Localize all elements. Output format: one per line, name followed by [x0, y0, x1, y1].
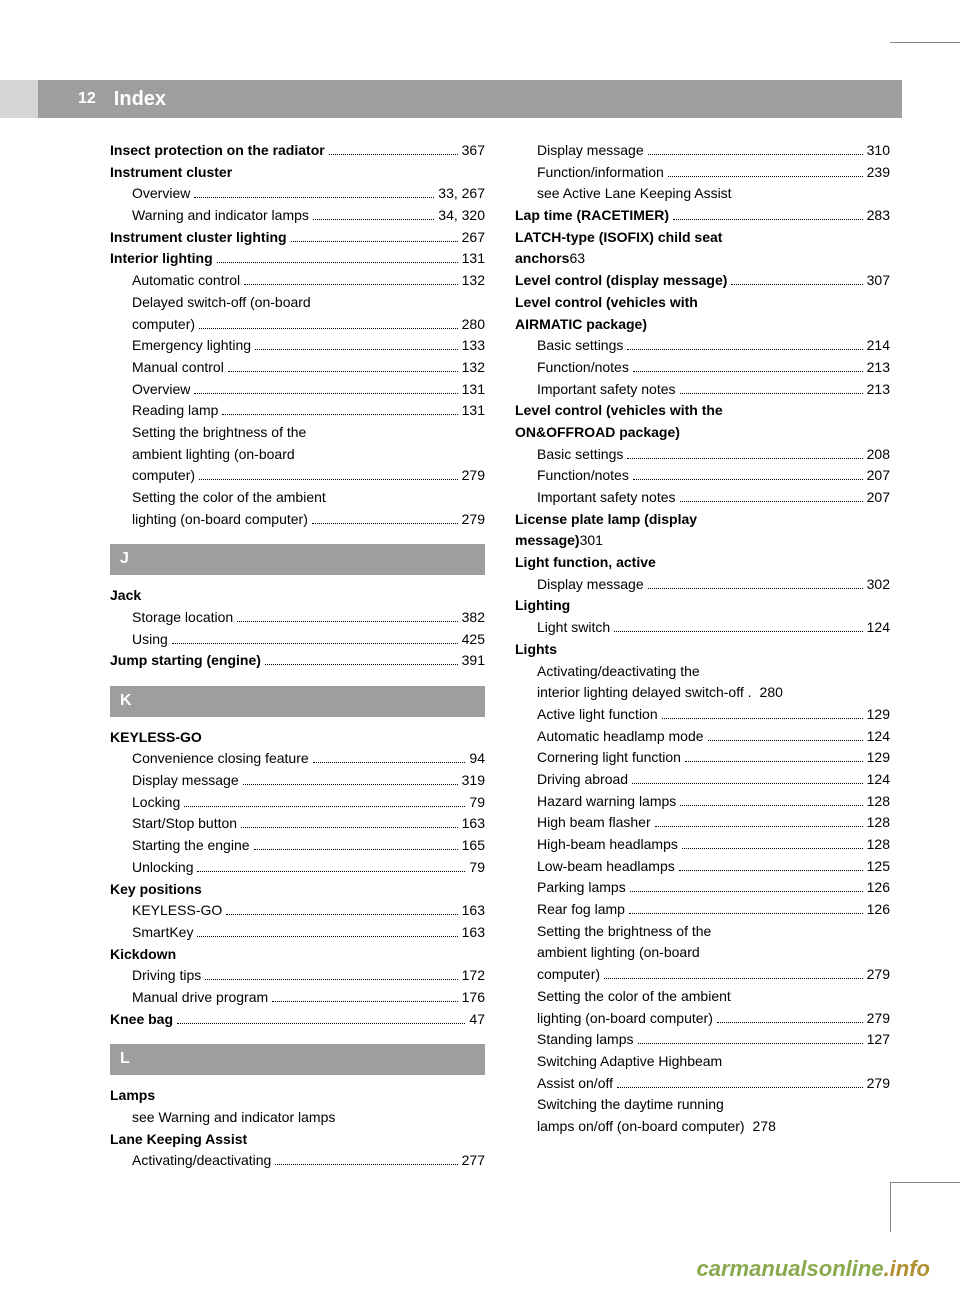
- index-entry: Lap time (RACETIMER)283: [515, 205, 890, 227]
- index-entry: Automatic control132: [110, 270, 485, 292]
- index-entry: Level control (display message)307: [515, 270, 890, 292]
- index-entry: Basic settings208: [515, 444, 890, 466]
- index-entry-multiline: License plate lamp (displaymessage)301: [515, 509, 890, 552]
- watermark: carmanualsonline.info: [696, 1256, 930, 1282]
- index-heading: KEYLESS-GO: [110, 727, 485, 749]
- index-entry: Light switch124: [515, 617, 890, 639]
- index-heading: Instrument cluster: [110, 162, 485, 184]
- index-heading: Level control (vehicles with the: [515, 400, 890, 422]
- index-heading: Lane Keeping Assist: [110, 1129, 485, 1151]
- index-entry: Automatic headlamp mode124: [515, 726, 890, 748]
- watermark-part1: carmanualsonline: [696, 1256, 883, 1281]
- index-heading: AIRMATIC package): [515, 314, 890, 336]
- index-entry-multiline: Switching the daytime runninglamps on/of…: [515, 1094, 890, 1137]
- index-entry: High-beam headlamps128: [515, 834, 890, 856]
- index-entry-multiline: Switching Adaptive HighbeamAssist on/off…: [515, 1051, 890, 1094]
- index-entry-multiline: Setting the brightness of theambient lig…: [110, 422, 485, 487]
- page-number: 12: [78, 90, 96, 108]
- index-entry: Hazard warning lamps128: [515, 791, 890, 813]
- index-entry: Manual drive program176: [110, 987, 485, 1009]
- index-entry-multiline: Setting the brightness of theambient lig…: [515, 921, 890, 986]
- index-entry: Insect protection on the radiator367: [110, 140, 485, 162]
- header-bar: 12 Index: [38, 80, 902, 118]
- index-entry: Reading lamp131: [110, 400, 485, 422]
- section-letter: L: [110, 1044, 485, 1075]
- index-entry: Rear fog lamp126: [515, 899, 890, 921]
- index-entry: KEYLESS-GO163: [110, 900, 485, 922]
- index-entry: SmartKey163: [110, 922, 485, 944]
- index-see-ref: see Warning and indicator lamps: [110, 1107, 485, 1129]
- index-entry: Important safety notes213: [515, 379, 890, 401]
- index-heading: Kickdown: [110, 944, 485, 966]
- index-entry: Cornering light function129: [515, 747, 890, 769]
- index-entry: Unlocking79: [110, 857, 485, 879]
- index-heading: Lighting: [515, 595, 890, 617]
- index-entry: Display message319: [110, 770, 485, 792]
- index-content: Insect protection on the radiator367Inst…: [110, 140, 890, 1172]
- index-entry: Overview33, 267: [110, 183, 485, 205]
- page-title: Index: [114, 88, 166, 111]
- index-entry: Parking lamps126: [515, 877, 890, 899]
- column-left: Insect protection on the radiator367Inst…: [110, 140, 485, 1172]
- index-heading: Level control (vehicles with: [515, 292, 890, 314]
- index-entry: Instrument cluster lighting267: [110, 227, 485, 249]
- index-entry: Starting the engine165: [110, 835, 485, 857]
- index-entry: Using425: [110, 629, 485, 651]
- section-letter: J: [110, 544, 485, 575]
- watermark-part2: .info: [884, 1256, 930, 1281]
- index-entry-multiline: Activating/deactivating theinterior ligh…: [515, 661, 890, 704]
- index-heading: ON&OFFROAD package): [515, 422, 890, 444]
- index-heading: Lamps: [110, 1085, 485, 1107]
- corner-fold: [890, 1182, 960, 1232]
- index-heading: Key positions: [110, 879, 485, 901]
- column-right: Display message310Function/information23…: [515, 140, 890, 1172]
- index-entry: Interior lighting131: [110, 248, 485, 270]
- index-entry-multiline: Setting the color of the ambientlighting…: [110, 487, 485, 530]
- index-entry: Active light function129: [515, 704, 890, 726]
- index-heading: Light function, active: [515, 552, 890, 574]
- index-entry: Important safety notes207: [515, 487, 890, 509]
- index-entry-multiline: LATCH-type (ISOFIX) child seatanchors63: [515, 227, 890, 270]
- index-entry-multiline: Setting the color of the ambientlighting…: [515, 986, 890, 1029]
- index-entry: Display message302: [515, 574, 890, 596]
- index-entry: Basic settings214: [515, 335, 890, 357]
- index-entry: Locking79: [110, 792, 485, 814]
- index-entry-multiline: Delayed switch-off (on-boardcomputer)280: [110, 292, 485, 335]
- index-entry: High beam flasher128: [515, 812, 890, 834]
- index-entry: Emergency lighting133: [110, 335, 485, 357]
- index-entry: Display message310: [515, 140, 890, 162]
- index-entry: Driving tips172: [110, 965, 485, 987]
- index-entry: Standing lamps127: [515, 1029, 890, 1051]
- corner-top-line: [890, 42, 960, 43]
- section-letter: K: [110, 686, 485, 717]
- index-heading: Jack: [110, 585, 485, 607]
- index-entry: Start/Stop button163: [110, 813, 485, 835]
- index-see-ref: see Active Lane Keeping Assist: [515, 183, 890, 205]
- index-entry: Driving abroad124: [515, 769, 890, 791]
- index-entry: Low-beam headlamps125: [515, 856, 890, 878]
- index-entry: Activating/deactivating277: [110, 1150, 485, 1172]
- index-entry: Overview131: [110, 379, 485, 401]
- index-entry: Function/notes207: [515, 465, 890, 487]
- index-entry: Warning and indicator lamps34, 320: [110, 205, 485, 227]
- index-entry: Knee bag47: [110, 1009, 485, 1031]
- index-entry: Function/information239: [515, 162, 890, 184]
- index-entry: Convenience closing feature94: [110, 748, 485, 770]
- index-entry: Storage location382: [110, 607, 485, 629]
- side-tab: [0, 80, 38, 118]
- index-heading: Lights: [515, 639, 890, 661]
- index-entry: Jump starting (engine)391: [110, 650, 485, 672]
- index-entry: Function/notes213: [515, 357, 890, 379]
- index-entry: Manual control132: [110, 357, 485, 379]
